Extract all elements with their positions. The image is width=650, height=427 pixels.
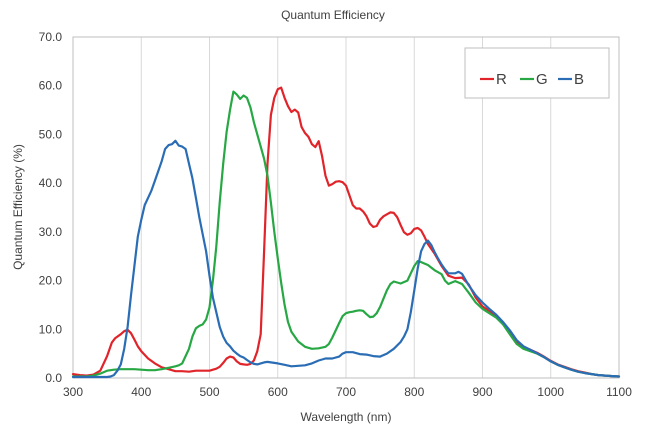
y-tick-label: 10.0 — [39, 322, 63, 336]
plot-frame — [72, 36, 620, 379]
y-tick-label: 70.0 — [39, 30, 63, 44]
legend-label-g: G — [536, 71, 548, 88]
x-tick-label: 1100 — [606, 385, 632, 399]
legend-label-b: B — [574, 71, 584, 88]
chart-title: Quantum Efficiency — [281, 8, 385, 22]
y-tick-label: 40.0 — [39, 176, 63, 190]
legend-label-r: R — [496, 71, 507, 88]
x-tick-label: 1000 — [537, 385, 564, 399]
x-tick-label: 700 — [336, 385, 356, 399]
series-line-r — [71, 86, 621, 378]
x-tick-label: 300 — [63, 385, 83, 399]
y-tick-label: 20.0 — [39, 274, 63, 288]
x-tick-label: 400 — [131, 385, 151, 399]
x-tick-label: 900 — [472, 385, 492, 399]
legend-box — [464, 47, 610, 99]
x-axis: 300 400 500 600 700 800 900 1000 1100 — [63, 385, 632, 399]
x-tick-label: 500 — [199, 385, 219, 399]
y-tick-label: 0.0 — [45, 371, 62, 385]
y-axis-title: Quantum Efficiency (%) — [11, 144, 25, 270]
x-tick-label: 800 — [404, 385, 424, 399]
y-axis: 0.0 10.0 20.0 30.0 40.0 50.0 60.0 70.0 — [39, 30, 63, 385]
series-lines — [71, 86, 621, 379]
x-tick-label: 600 — [268, 385, 288, 399]
y-tick-label: 60.0 — [39, 79, 63, 93]
series-line-g — [71, 90, 621, 378]
y-tick-label: 30.0 — [39, 225, 63, 239]
x-axis-title: Wavelength (nm) — [301, 410, 392, 424]
y-tick-label: 50.0 — [39, 127, 63, 141]
series-line-b — [71, 139, 621, 379]
